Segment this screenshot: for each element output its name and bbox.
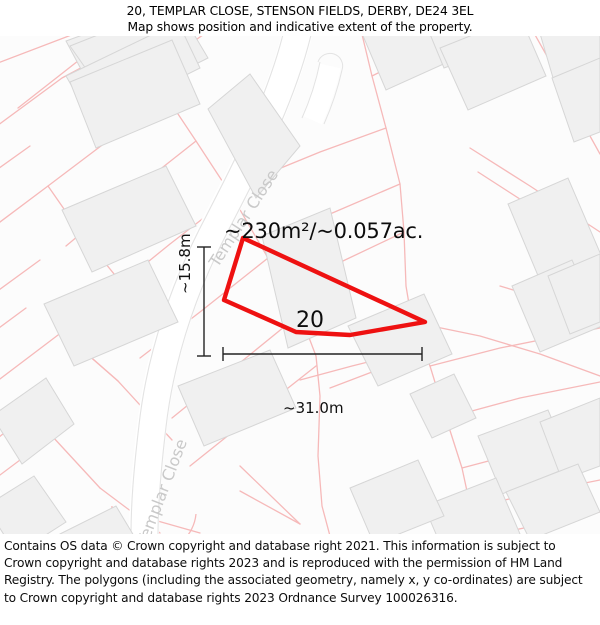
dimension-vertical xyxy=(197,246,211,357)
dimension-horizontal xyxy=(222,347,423,361)
plot-number-label: 20 xyxy=(296,308,324,333)
buildings xyxy=(0,36,600,534)
copyright-text: Contains OS data © Crown copyright and d… xyxy=(4,539,583,605)
road-stub xyxy=(301,52,344,125)
page-title: 20, TEMPLAR CLOSE, STENSON FIELDS, DERBY… xyxy=(126,4,474,18)
page-header: 20, TEMPLAR CLOSE, STENSON FIELDS, DERBY… xyxy=(0,0,600,36)
map-vector-layer xyxy=(0,36,600,534)
page-footer: Contains OS data © Crown copyright and d… xyxy=(0,534,600,625)
dimension-horizontal-label: ~31.0m xyxy=(283,399,344,417)
page-subtitle: Map shows position and indicative extent… xyxy=(127,20,473,34)
property-extent-polygon xyxy=(221,235,428,338)
dimension-vertical-label: ~15.8m xyxy=(176,233,194,294)
map-canvas[interactable]: Templar Close Templar Close ~230m²/~0.05… xyxy=(0,36,600,534)
area-annotation: ~230m²/~0.057ac. xyxy=(224,219,424,243)
